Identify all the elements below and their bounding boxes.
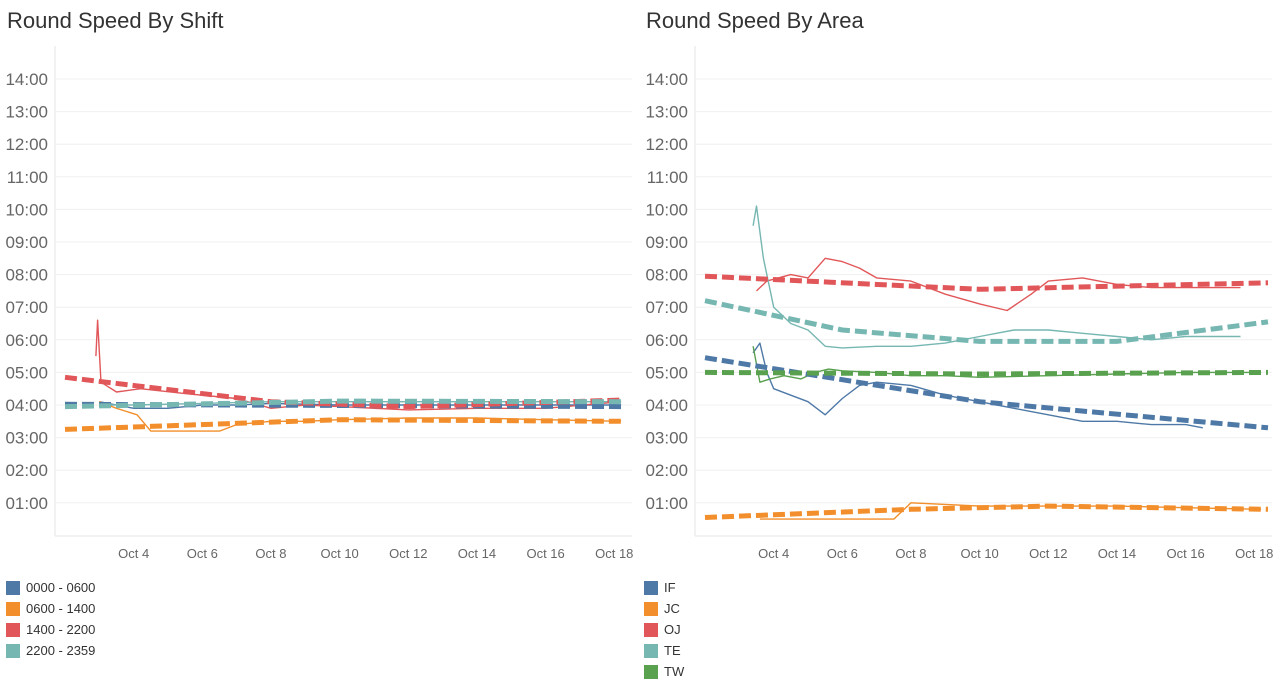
y-tick-label: 12:00 — [645, 135, 688, 154]
legend-item[interactable]: TW — [644, 661, 684, 682]
x-tick-label: Oct 12 — [1029, 546, 1067, 561]
x-tick-label: Oct 16 — [1166, 546, 1204, 561]
line-chart-area: 01:00 02:00 03:00 04:00 05:00 06:00 07:00 08:00… — [645, 46, 1273, 561]
trend-line — [64, 374, 622, 410]
legend-label: 0600 - 1400 — [26, 601, 96, 616]
legend-item[interactable]: TE — [644, 640, 684, 661]
trend-line — [704, 369, 1269, 377]
trend-line — [64, 398, 622, 410]
legend-label: JC — [664, 601, 680, 616]
chart-title: Round Speed By Area — [646, 8, 864, 33]
y-tick-label: 06:00 — [645, 331, 688, 350]
legend-label: TW — [664, 664, 685, 679]
legend-swatch — [6, 580, 20, 595]
y-tick-label: 02:00 — [5, 461, 48, 480]
trend-line — [704, 355, 1269, 431]
y-tick-label: 04:00 — [645, 396, 688, 415]
y-tick-label: 05:00 — [5, 363, 48, 382]
chart-panel-shift: Round Speed By Shift 01:00 02:00 03:00 04:0… — [5, 8, 633, 661]
y-tick-label: 11:00 — [7, 168, 48, 187]
legend-item[interactable]: IF — [644, 577, 684, 598]
y-tick-label: 10:00 — [645, 200, 688, 219]
legend-item[interactable]: JC — [644, 598, 684, 619]
x-tick-label: Oct 12 — [389, 546, 427, 561]
legend-label: 0000 - 0600 — [26, 580, 96, 595]
y-tick-label: 09:00 — [5, 233, 48, 252]
legend-item[interactable]: 2200 - 2359 — [6, 640, 95, 661]
x-tick-label: Oct 10 — [320, 546, 358, 561]
y-tick-label: 09:00 — [645, 233, 688, 252]
x-tick-label: Oct 8 — [895, 546, 926, 561]
series-line — [95, 319, 622, 411]
y-tick-label: 11:00 — [647, 168, 688, 187]
legend-shift: 0000 - 0600 0600 - 1400 1400 - 2200 2200 - … — [6, 577, 95, 661]
y-tick-label: 12:00 — [5, 135, 48, 154]
line-chart-shift: 01:00 02:00 03:00 04:00 05:00 06:00 07:00 08:00… — [5, 46, 633, 561]
legend-swatch — [644, 580, 658, 595]
chart-panel-area: Round Speed By Area 01:00 02:00 03:00 04:00… — [640, 0, 1280, 685]
y-tick-label: 07:00 — [645, 298, 688, 317]
y-tick-label: 08:00 — [645, 266, 688, 285]
chart-title: Round Speed By Shift — [7, 8, 224, 33]
trend-line — [704, 503, 1269, 520]
trend-line — [704, 273, 1269, 292]
x-tick-label: Oct 4 — [118, 546, 149, 561]
y-tick-label: 14:00 — [645, 70, 688, 89]
legend-swatch — [6, 643, 20, 658]
x-tick-label: Oct 8 — [255, 546, 286, 561]
x-tick-label: Oct 18 — [595, 546, 633, 561]
y-tick-label: 06:00 — [5, 331, 48, 350]
y-tick-label: 04:00 — [5, 396, 48, 415]
legend-item[interactable]: 0600 - 1400 — [6, 598, 95, 619]
x-tick-label: Oct 4 — [758, 546, 789, 561]
legend-label: 2200 - 2359 — [26, 643, 96, 658]
series-line — [752, 342, 1203, 429]
x-tick-label: Oct 18 — [1235, 546, 1273, 561]
y-tick-label: 02:00 — [645, 461, 688, 480]
y-tick-label: 13:00 — [5, 103, 48, 122]
x-tick-label: Oct 6 — [187, 546, 218, 561]
legend-label: IF — [664, 580, 676, 595]
y-tick-label: 13:00 — [645, 103, 688, 122]
y-tick-label: 07:00 — [5, 298, 48, 317]
trend-line — [704, 298, 1269, 344]
y-tick-label: 03:00 — [645, 429, 688, 448]
series-line — [752, 205, 1241, 349]
legend-swatch — [644, 643, 658, 658]
legend-label: TE — [664, 643, 681, 658]
y-tick-label: 14:00 — [5, 70, 48, 89]
y-tick-label: 08:00 — [5, 266, 48, 285]
y-tick-label: 01:00 — [5, 494, 48, 513]
y-tick-label: 10:00 — [5, 200, 48, 219]
legend-label: OJ — [664, 622, 681, 637]
x-tick-label: Oct 6 — [827, 546, 858, 561]
legend-swatch — [644, 601, 658, 616]
legend-area: IF JC OJ TE TW — [644, 577, 684, 682]
y-tick-label: 01:00 — [645, 494, 688, 513]
legend-swatch — [6, 622, 20, 637]
y-tick-label: 03:00 — [5, 429, 48, 448]
trend-line — [64, 417, 622, 432]
x-tick-label: Oct 14 — [458, 546, 496, 561]
legend-item[interactable]: 1400 - 2200 — [6, 619, 95, 640]
legend-item[interactable]: 0000 - 0600 — [6, 577, 95, 598]
legend-item[interactable]: OJ — [644, 619, 684, 640]
y-tick-label: 05:00 — [645, 363, 688, 382]
legend-swatch — [644, 664, 658, 679]
legend-label: 1400 - 2200 — [26, 622, 96, 637]
x-tick-label: Oct 14 — [1098, 546, 1136, 561]
legend-swatch — [644, 622, 658, 637]
x-tick-label: Oct 16 — [526, 546, 564, 561]
legend-swatch — [6, 601, 20, 616]
x-tick-label: Oct 10 — [960, 546, 998, 561]
